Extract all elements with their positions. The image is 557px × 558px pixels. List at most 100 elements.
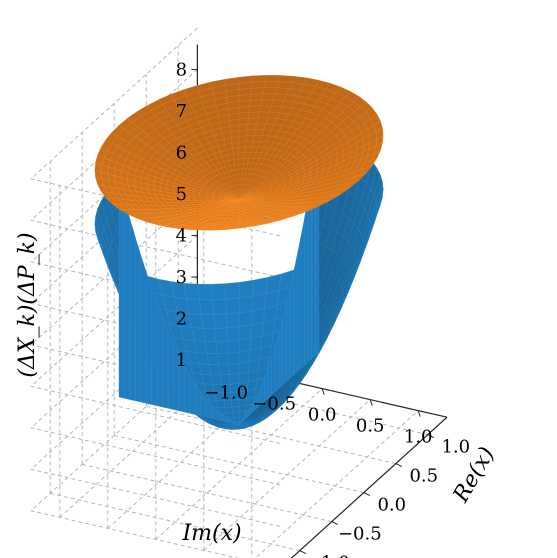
surface-facet <box>270 99 285 107</box>
z-tick-label: 1 <box>176 350 187 371</box>
surface-facet <box>218 364 230 376</box>
x-tick-label: 0.5 <box>356 416 385 437</box>
surface-facet <box>255 123 266 130</box>
surface-facet <box>210 283 226 301</box>
surface-facet <box>259 105 272 113</box>
surface-facet <box>262 87 278 95</box>
surface-facet <box>146 272 152 405</box>
surface-facet <box>238 152 245 159</box>
x-tick-mark <box>417 410 421 417</box>
surface-facet <box>225 297 240 315</box>
surface-facet <box>238 129 248 137</box>
surface-facet <box>297 237 301 373</box>
y-tick-label: 0.0 <box>377 495 406 516</box>
surface-facet <box>238 75 254 84</box>
tick-labels: −1.0−0.50.00.51.0−1.0−0.50.00.51.0123456… <box>176 60 470 558</box>
z-tick-label: 2 <box>176 309 187 330</box>
surface-facet <box>250 93 264 101</box>
surface-facet <box>238 118 249 126</box>
surface-facet <box>238 158 245 165</box>
floor-gridline <box>50 492 300 552</box>
y-tick-label: 1.0 <box>441 437 470 458</box>
surface-facet <box>233 420 240 425</box>
surface-facet <box>212 299 227 315</box>
surface-facet <box>214 327 228 342</box>
z-tick-label: 5 <box>176 184 187 205</box>
surface-facet <box>157 303 163 408</box>
surface-facet <box>228 351 240 365</box>
surface-facet <box>247 117 259 125</box>
surface-facet <box>278 75 295 83</box>
surface-facet <box>304 198 309 366</box>
x-tick-mark <box>321 388 325 395</box>
surface-facet <box>217 352 229 365</box>
y-tick-mark <box>395 463 403 468</box>
surface-facet <box>293 255 298 376</box>
surface-facet <box>118 179 125 399</box>
surface-facet <box>200 314 215 329</box>
surface-facet <box>251 81 266 89</box>
wall-gridline <box>30 235 281 444</box>
surface-facet <box>260 99 274 107</box>
x-tick-label: 0.0 <box>308 405 337 426</box>
surface-facet <box>226 312 240 329</box>
x-tick-label: 1.0 <box>404 427 433 448</box>
surface-facet <box>234 163 240 171</box>
surface-facet <box>228 363 240 375</box>
surface-facet <box>249 99 263 107</box>
y-tick-mark <box>331 521 339 526</box>
surface-facet <box>238 350 251 364</box>
surface-facet <box>235 174 240 181</box>
x-tick-label: −1.0 <box>204 383 248 404</box>
z-tick-label: 4 <box>176 226 187 247</box>
surface-facet <box>252 277 268 297</box>
surface-facet <box>233 158 240 165</box>
surface-facet <box>227 339 240 354</box>
surface-facet <box>224 406 233 414</box>
surface-facet <box>231 406 240 414</box>
surface-facet <box>257 111 270 119</box>
surface-facet <box>238 372 249 384</box>
surface-facet <box>151 288 158 407</box>
floor-gridline <box>82 463 332 523</box>
surface-facet <box>274 87 290 95</box>
surface-facet <box>265 75 281 82</box>
surface-facet <box>286 288 291 383</box>
z-tick-label: 7 <box>176 101 187 122</box>
surface-facet <box>226 326 240 342</box>
surface-facet <box>247 123 258 131</box>
surface-facet <box>167 330 174 410</box>
surface-facet <box>249 335 263 351</box>
surface-facet <box>124 199 131 400</box>
z-tick-label: 8 <box>176 60 187 81</box>
surface-facet <box>251 293 267 312</box>
surface-facet <box>238 146 246 154</box>
surface-facet <box>238 135 247 143</box>
surface-facet <box>129 219 136 402</box>
y-tick-label: −0.5 <box>338 524 382 545</box>
surface-facet <box>234 169 240 176</box>
surface-layer <box>94 75 384 430</box>
surface-facet <box>238 310 253 328</box>
surface-facet <box>249 105 261 113</box>
floor-gridline <box>254 410 419 558</box>
surface-facet <box>162 317 169 409</box>
surface-facet <box>213 313 228 329</box>
z-tick-label: 6 <box>176 143 187 164</box>
y-tick-label: 0.5 <box>409 466 438 487</box>
surface-facet <box>232 412 240 418</box>
surface-facet <box>300 218 305 369</box>
surface-facet <box>250 87 265 95</box>
surface-facet <box>246 129 256 136</box>
x-tick-mark <box>369 399 373 406</box>
surface-facet <box>199 299 214 315</box>
y-tick-mark <box>299 550 307 555</box>
z-tick-label: 3 <box>176 267 187 288</box>
surface-facet <box>282 304 287 386</box>
surface-facet <box>248 111 260 119</box>
wall-gridline <box>30 276 281 486</box>
surface-facet <box>252 75 268 83</box>
y-tick-mark <box>427 434 435 439</box>
